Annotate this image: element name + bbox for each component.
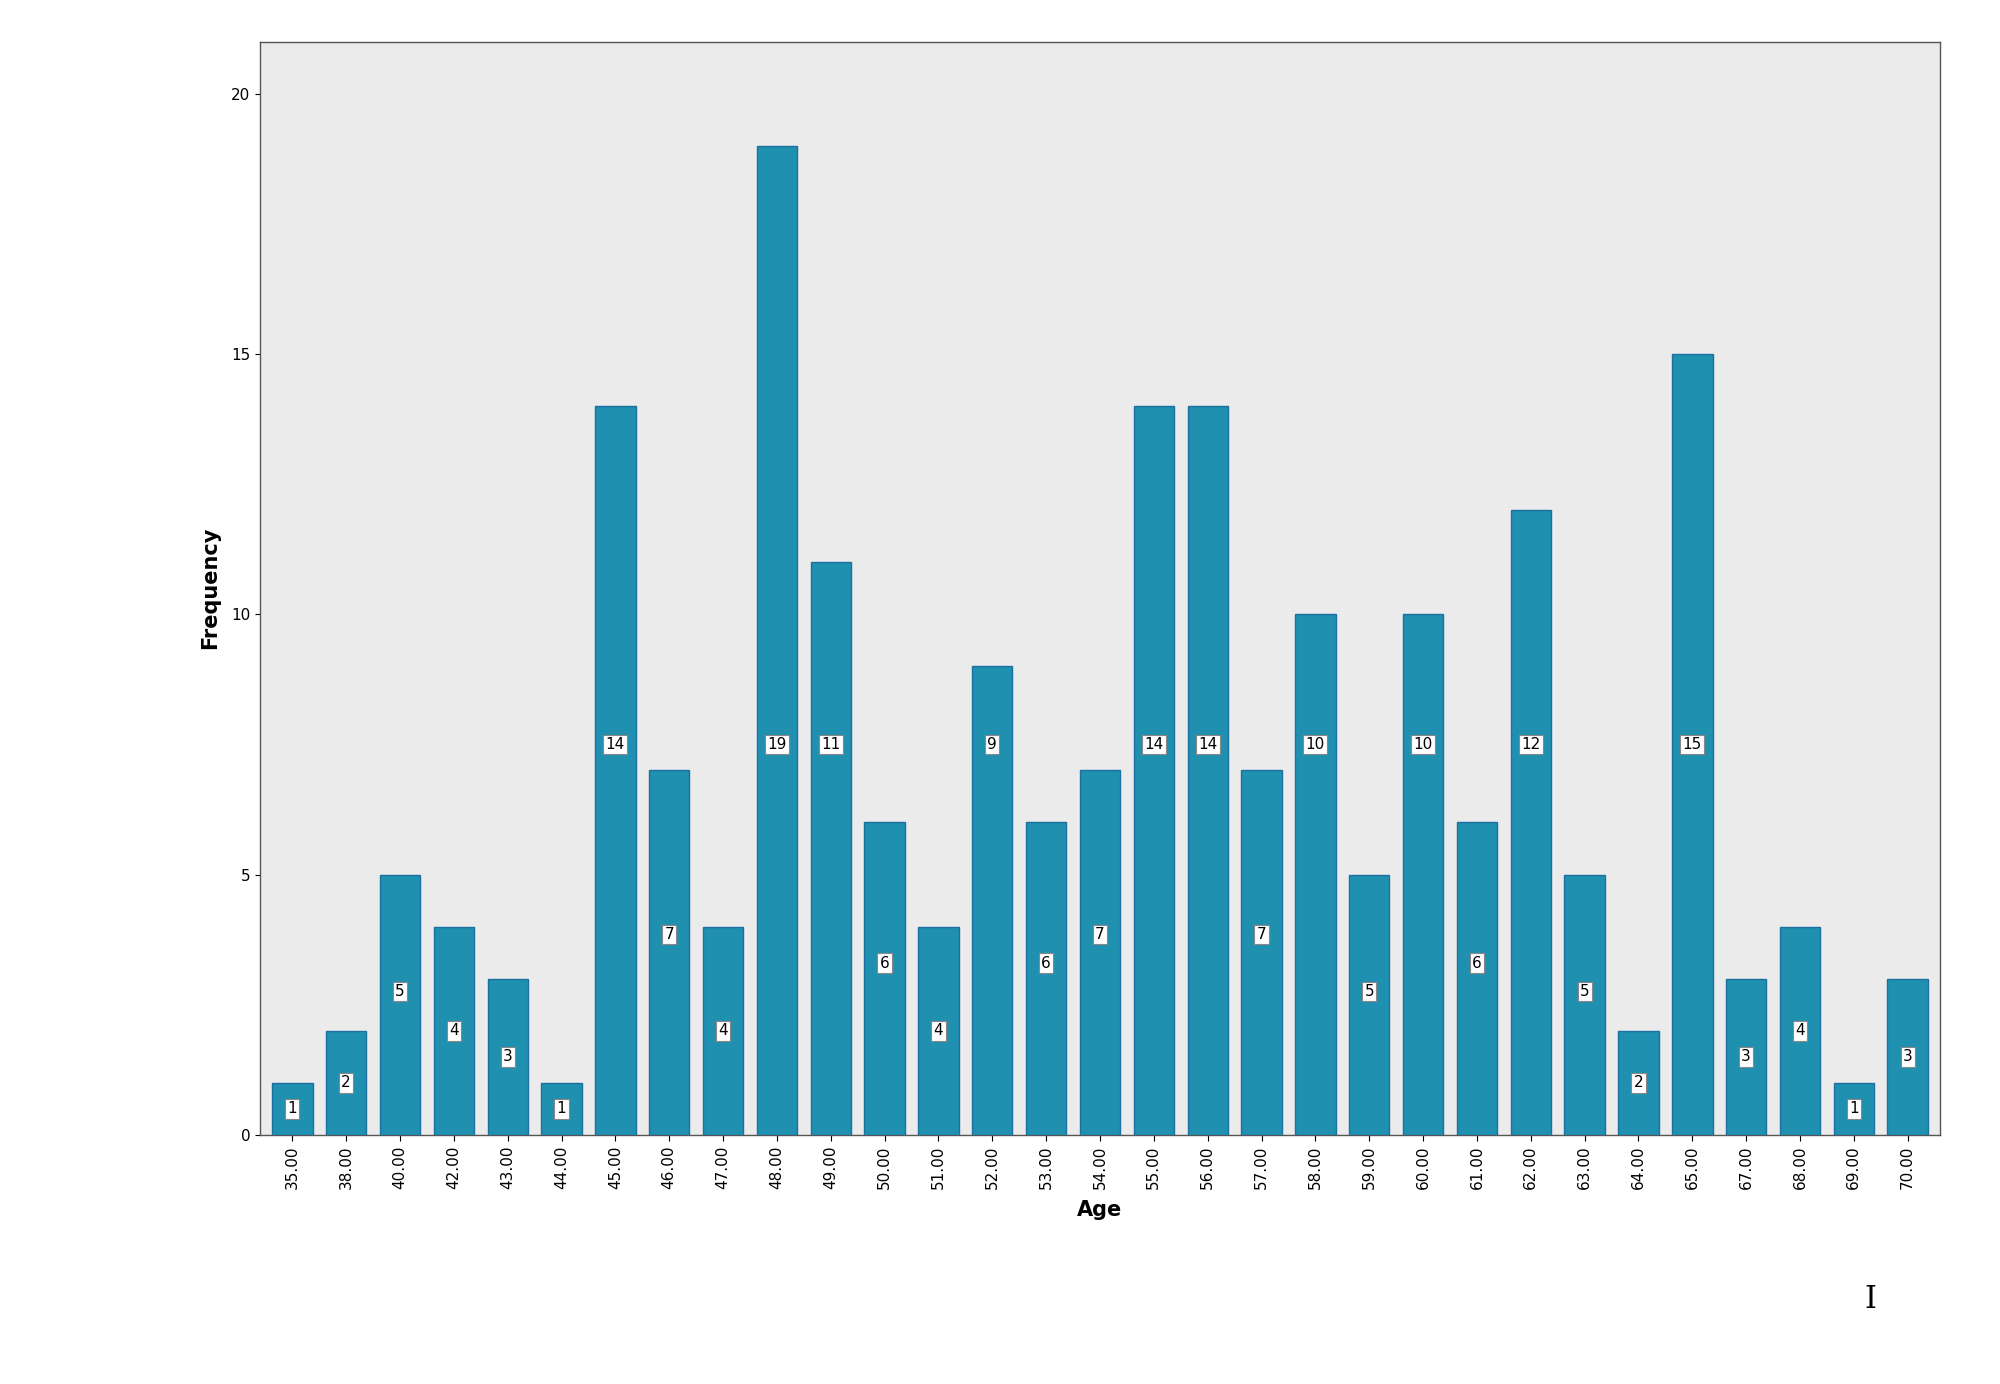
Bar	[434, 927, 474, 1135]
Bar	[1350, 875, 1390, 1135]
Text: I: I	[1864, 1284, 1876, 1315]
Y-axis label: Frequency: Frequency	[200, 527, 220, 649]
Bar	[326, 1031, 366, 1135]
Bar	[542, 1082, 582, 1135]
Text: 19: 19	[768, 736, 786, 752]
Bar	[1188, 406, 1228, 1135]
Text: 5: 5	[1364, 984, 1374, 999]
Text: 6: 6	[1472, 955, 1482, 970]
Text: 1: 1	[556, 1102, 566, 1117]
Text: 14: 14	[1144, 736, 1164, 752]
Text: 1: 1	[288, 1102, 298, 1117]
Bar	[810, 562, 850, 1135]
Text: 10: 10	[1306, 736, 1326, 752]
Bar	[1672, 354, 1712, 1135]
Bar	[650, 771, 690, 1135]
Text: 7: 7	[1096, 927, 1104, 943]
Bar	[1726, 978, 1766, 1135]
Bar	[918, 927, 958, 1135]
Text: 5: 5	[396, 984, 404, 999]
Text: 4: 4	[718, 1023, 728, 1038]
Text: 10: 10	[1414, 736, 1432, 752]
Text: 14: 14	[606, 736, 626, 752]
Text: 3: 3	[502, 1049, 512, 1064]
Bar	[1564, 875, 1604, 1135]
Bar	[1134, 406, 1174, 1135]
Bar	[1080, 771, 1120, 1135]
Bar	[272, 1082, 312, 1135]
Bar	[756, 145, 798, 1135]
Bar	[972, 666, 1012, 1135]
Bar	[864, 822, 904, 1135]
Text: 7: 7	[664, 927, 674, 943]
Bar	[380, 875, 420, 1135]
Bar	[702, 927, 744, 1135]
Text: 3: 3	[1902, 1049, 1912, 1064]
Bar	[1296, 614, 1336, 1135]
Bar	[1888, 978, 1928, 1135]
Text: 7: 7	[1256, 927, 1266, 943]
Bar	[596, 406, 636, 1135]
Bar	[1834, 1082, 1874, 1135]
Text: 6: 6	[1042, 955, 1052, 970]
Bar	[1242, 771, 1282, 1135]
Bar	[1402, 614, 1444, 1135]
Text: 4: 4	[450, 1023, 458, 1038]
Bar	[1026, 822, 1066, 1135]
X-axis label: Age: Age	[1078, 1200, 1122, 1221]
Bar	[1618, 1031, 1658, 1135]
Text: 5: 5	[1580, 984, 1590, 999]
Text: 3: 3	[1742, 1049, 1752, 1064]
Text: 11: 11	[822, 736, 840, 752]
Bar	[1510, 511, 1550, 1135]
Text: 9: 9	[988, 736, 998, 752]
Bar	[1780, 927, 1820, 1135]
Text: 15: 15	[1682, 736, 1702, 752]
Text: 14: 14	[1198, 736, 1218, 752]
Text: 4: 4	[934, 1023, 944, 1038]
Text: 2: 2	[342, 1075, 350, 1091]
Text: 1: 1	[1850, 1102, 1858, 1117]
Bar	[1456, 822, 1498, 1135]
Text: 12: 12	[1522, 736, 1540, 752]
Bar	[488, 978, 528, 1135]
Text: 2: 2	[1634, 1075, 1644, 1091]
Text: 6: 6	[880, 955, 890, 970]
Text: 4: 4	[1796, 1023, 1804, 1038]
